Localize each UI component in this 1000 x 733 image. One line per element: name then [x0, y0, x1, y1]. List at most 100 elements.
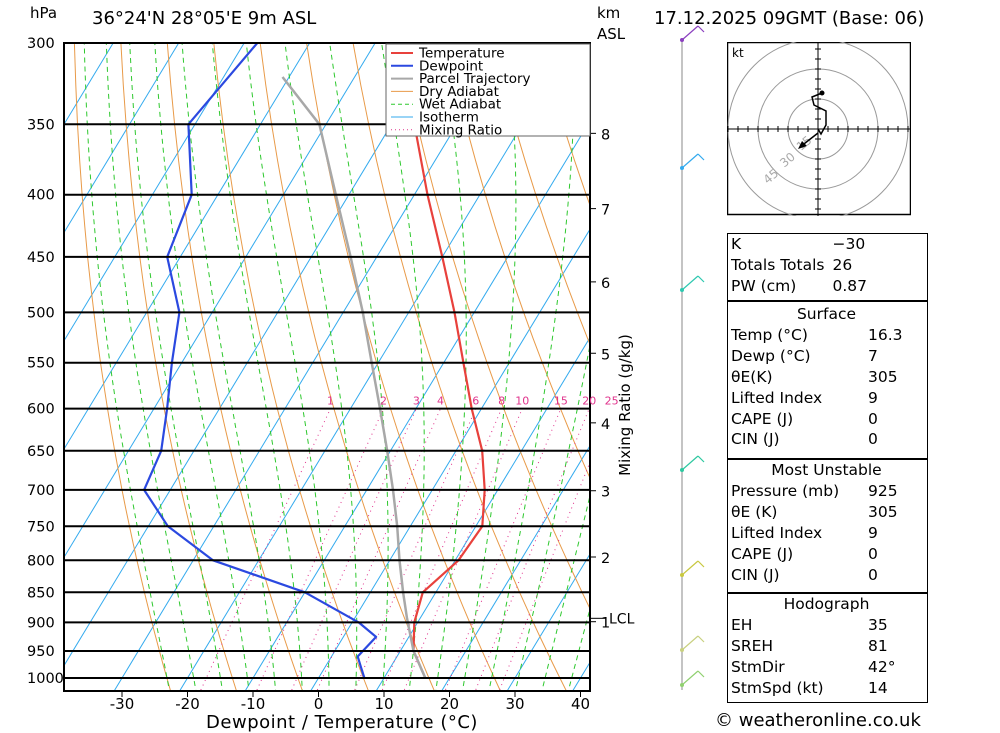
dry-adiabat-line [166, 43, 304, 691]
legend-label: Isotherm [419, 110, 479, 126]
dry-adiabat-line [213, 43, 370, 691]
surface-row-cape: CAPE (J) 0 [731, 409, 878, 428]
x-tick-label: -20 [175, 695, 200, 713]
mu-row-li: Lifted Index 9 [731, 523, 878, 542]
mixing-ratio-label: 20 [582, 395, 596, 408]
hodograph-end-point [819, 90, 825, 96]
legend-label: Mixing Ratio [419, 122, 502, 138]
wind-barb-flag [697, 670, 705, 678]
isotherm-line [64, 43, 442, 667]
wet-adiabat-line [329, 43, 389, 691]
height-tick-label: 6 [601, 276, 610, 292]
pressure-tick-label: 850 [27, 585, 55, 601]
dry-adiabat-line [445, 43, 590, 480]
x-tick-label: 0 [314, 695, 324, 713]
pressure-tick-label: 800 [27, 553, 55, 569]
pressure-tick-label: 650 [27, 444, 55, 460]
wet-adiabat-line [245, 43, 330, 691]
pressure-tick-label: 450 [27, 250, 55, 266]
dewpoint-line [143, 43, 378, 679]
mixing-ratio-line [353, 408, 477, 691]
wind-barb [681, 25, 699, 41]
wind-barb-flag [697, 25, 705, 33]
hodo-row-sreh: SREH 81 [731, 636, 888, 655]
mixing-ratio-label: 10 [515, 395, 529, 408]
hodo-row-eh: EH 35 [731, 615, 888, 634]
isotherm-line [375, 336, 590, 691]
most-unstable-table: Most Unstable Pressure (mb) 925 θE (K) 305… [727, 460, 926, 585]
wet-adiabat-line [514, 343, 590, 691]
x-tick-label: 30 [505, 695, 524, 713]
mu-row-cape: CAPE (J) 0 [731, 544, 878, 563]
isotherm-line [244, 120, 590, 691]
mixing-ratio-label: 1 [327, 395, 334, 408]
lcl-label: LCL [609, 611, 635, 627]
mixing-ratio-line [255, 408, 384, 691]
wind-barb [681, 455, 699, 471]
height-tick-label: 2 [601, 551, 610, 567]
pressure-tick-label: 400 [27, 188, 55, 204]
wind-barb [681, 153, 699, 169]
wet-adiabat-line [284, 43, 358, 691]
site-credit: © weatheronline.co.uk [715, 710, 921, 731]
mixing-ratio-label: 15 [554, 395, 568, 408]
general-indices-table: K −30 Totals Totals 26 PW (cm) 0.87 [727, 234, 890, 297]
pressure-tick-label: 700 [27, 483, 55, 499]
pressure-tick-label: 550 [27, 356, 55, 372]
dry-adiabat-line [120, 43, 238, 691]
x-tick-label: 40 [571, 695, 590, 713]
pressure-tick-label: 500 [27, 305, 55, 321]
wet-adiabat-line [488, 43, 576, 691]
mixing-ratio-label: 25 [605, 395, 619, 408]
mu-row-cin: CIN (J) 0 [731, 565, 878, 584]
isotherm-line [64, 43, 311, 451]
surface-title-row: Surface [796, 305, 857, 323]
dry-adiabat-line [73, 43, 172, 691]
mixing-ratio-line [199, 408, 331, 691]
wet-adiabat-line [211, 43, 303, 691]
wind-barb-flag [697, 635, 705, 643]
wind-barb [681, 670, 699, 686]
mixing-ratio-label: 4 [437, 395, 444, 408]
isotherm-line [0, 43, 48, 704]
wet-adiabat-line [154, 43, 250, 691]
pressure-tick-label: 300 [27, 36, 55, 52]
x-tick-label: -10 [241, 695, 266, 713]
legend-label: Parcel Trajectory [419, 71, 531, 87]
isotherm-line [441, 444, 590, 691]
index-box-surface [727, 301, 928, 459]
mixing-ratio-line [474, 408, 590, 691]
wind-barb [681, 560, 699, 576]
index-box-hodograph [727, 593, 928, 703]
index-box-most-unstable [727, 459, 928, 593]
height-tick-label: 3 [601, 485, 610, 501]
pressure-tick-label: 600 [27, 402, 55, 418]
height-tick-label: 1 [601, 616, 610, 632]
dry-adiabat-line [306, 43, 501, 691]
wet-adiabat-line [83, 43, 171, 691]
x-tick-label: 10 [374, 695, 393, 713]
mu-title-row: Most Unstable [771, 461, 882, 479]
mu-row-thetae: θE (K) 305 [731, 502, 898, 521]
dry-adiabat-line [399, 43, 590, 610]
location-title: 36°24'N 28°05'E 9m ASL [92, 8, 317, 29]
wind-barb-flag [697, 153, 705, 161]
dry-adiabat-line [957, 43, 1000, 704]
surface-row-dewp: Dewp (°C) 7 [731, 346, 878, 365]
index-row-k: K −30 [731, 235, 866, 253]
height-tick-label: 8 [601, 127, 610, 143]
height-tick-label: 7 [601, 203, 610, 219]
legend-label: Wet Adiabat [419, 97, 501, 113]
isotherm-line [506, 553, 590, 691]
height-tick-label: 4 [601, 417, 610, 433]
surface-row-thetae: θE(K) 305 [731, 367, 898, 386]
mixing-ratio-label: 3 [413, 395, 420, 408]
mu-row-pressure: Pressure (mb) 925 [731, 481, 898, 500]
x-tick-label: -30 [110, 695, 135, 713]
isotherm-line [64, 43, 114, 126]
isotherm-line [179, 43, 573, 691]
index-row-tt: Totals Totals 26 [731, 255, 853, 274]
hodo-title-row: Hodograph [783, 595, 870, 613]
wind-barb [681, 275, 699, 291]
